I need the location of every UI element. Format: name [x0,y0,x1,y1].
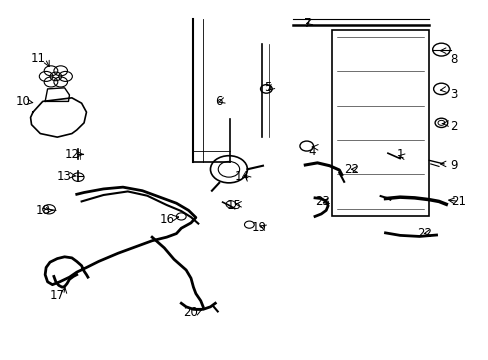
Text: 5: 5 [264,81,271,94]
Text: 13: 13 [57,170,72,183]
Text: 10: 10 [16,95,31,108]
Text: 15: 15 [226,199,241,212]
Text: 4: 4 [308,145,316,158]
Text: 17: 17 [50,288,65,302]
Text: 22: 22 [343,163,358,176]
Text: 21: 21 [450,195,465,208]
Text: 23: 23 [314,195,329,208]
Text: 22: 22 [416,227,431,240]
Text: 11: 11 [30,52,45,65]
Text: 20: 20 [183,306,198,319]
Text: 8: 8 [449,53,456,66]
Text: 3: 3 [449,88,456,101]
Text: 12: 12 [64,148,79,162]
Text: 7: 7 [304,17,311,30]
Text: 9: 9 [449,159,456,172]
Text: 19: 19 [251,221,266,234]
Text: 1: 1 [396,148,403,162]
Text: 18: 18 [35,204,50,217]
Text: 14: 14 [234,170,249,183]
Text: 16: 16 [159,213,174,226]
Text: 6: 6 [215,95,223,108]
Text: 2: 2 [449,120,456,133]
